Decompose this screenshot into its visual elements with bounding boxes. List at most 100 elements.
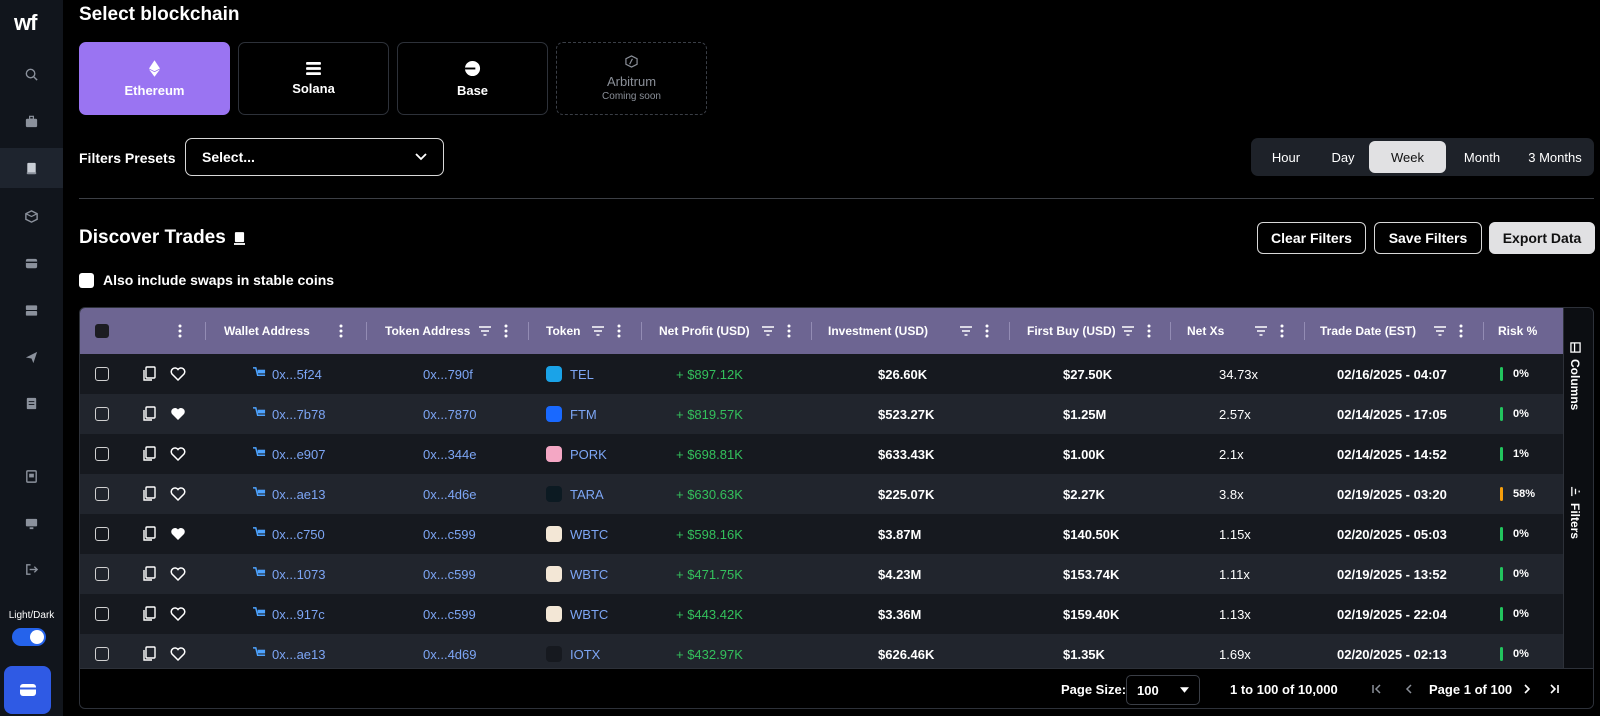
table-row[interactable]: 0x...ae13 0x...4d69 IOTX + $432.97K $626.46K… <box>80 634 1565 674</box>
token-address-link[interactable]: 0x...790f <box>423 366 473 382</box>
copy-icon[interactable] <box>142 354 156 394</box>
columns-tab[interactable]: Columns <box>1568 342 1582 410</box>
wallet-address-menu[interactable] <box>339 308 343 354</box>
wallet-address-link[interactable]: 0x...e907 <box>252 434 326 474</box>
database-icon[interactable] <box>0 290 63 330</box>
card-icon[interactable] <box>0 243 63 283</box>
kebab-menu-icon[interactable] <box>1459 324 1463 338</box>
filter-icon[interactable] <box>591 325 605 337</box>
chain-ethereum[interactable]: Ethereum <box>79 42 230 115</box>
page-size-select[interactable]: 100 <box>1126 675 1200 705</box>
filter-icon[interactable] <box>1121 325 1135 337</box>
heart-icon[interactable] <box>170 434 186 474</box>
filters-tab[interactable]: Filters <box>1568 486 1582 539</box>
chain-base[interactable]: Base <box>397 42 548 115</box>
header-wallet-address[interactable]: Wallet Address <box>224 324 310 338</box>
table-row[interactable]: 0x...ae13 0x...4d6e TARA + $630.63K $225.07K… <box>80 474 1565 514</box>
token-link[interactable]: WBTC <box>546 594 608 634</box>
heart-icon[interactable] <box>170 554 186 594</box>
filters-presets-select[interactable]: Select... <box>185 138 444 176</box>
app-logo[interactable]: wf <box>14 10 37 35</box>
copy-icon[interactable] <box>142 394 156 434</box>
timeframe-3-months[interactable]: 3 Months <box>1528 149 1582 165</box>
timeframe-hour[interactable]: Hour <box>1271 149 1301 165</box>
heart-icon[interactable] <box>170 634 186 674</box>
table-row[interactable]: 0x...1073 0x...c599 WBTC + $471.75K $4.23M $1… <box>80 554 1565 594</box>
row-checkbox[interactable] <box>95 647 109 661</box>
kebab-menu-icon[interactable] <box>1147 324 1151 338</box>
kebab-menu-icon[interactable] <box>985 324 989 338</box>
timeframe-week[interactable]: Week <box>1369 141 1446 173</box>
header-token[interactable]: Token <box>546 324 581 338</box>
filter-icon[interactable] <box>1254 325 1268 337</box>
token-link[interactable]: TARA <box>546 474 604 514</box>
row-checkbox[interactable] <box>95 407 109 421</box>
first-page-icon[interactable] <box>1372 684 1382 694</box>
heart-icon[interactable] <box>170 474 186 514</box>
filter-icon[interactable] <box>478 325 492 337</box>
row-checkbox[interactable] <box>95 527 109 541</box>
briefcase-icon[interactable] <box>0 101 63 141</box>
previous-page-icon[interactable] <box>1404 684 1414 694</box>
token-address-link[interactable]: 0x...c599 <box>423 566 476 582</box>
header-net-profit[interactable]: Net Profit (USD) <box>659 324 750 338</box>
cube-icon[interactable] <box>0 196 63 236</box>
header-trade-date[interactable]: Trade Date (EST) <box>1320 324 1417 338</box>
filter-icon[interactable] <box>1433 325 1447 337</box>
timeframe-day[interactable]: Day <box>1331 149 1355 165</box>
actions-column-menu[interactable] <box>178 308 190 354</box>
kebab-menu-icon[interactable] <box>617 324 621 338</box>
table-row[interactable]: 0x...7b78 0x...7870 FTM + $819.57K $523.27K $… <box>80 394 1565 434</box>
token-link[interactable]: WBTC <box>546 554 608 594</box>
next-page-icon[interactable] <box>1522 684 1532 694</box>
table-row[interactable]: 0x...c750 0x...c599 WBTC + $598.16K $3.87M $1… <box>80 514 1565 554</box>
document-icon[interactable] <box>0 383 63 423</box>
save-filters-button[interactable]: Save Filters <box>1374 222 1482 254</box>
token-link[interactable]: FTM <box>546 394 597 434</box>
table-row[interactable]: 0x...e907 0x...344e PORK + $698.81K $633.43K… <box>80 434 1565 474</box>
header-net-xs[interactable]: Net Xs <box>1187 324 1225 338</box>
row-checkbox[interactable] <box>95 367 109 381</box>
wallet-address-link[interactable]: 0x...1073 <box>252 554 326 594</box>
send-icon[interactable] <box>0 337 63 377</box>
header-risk[interactable]: Risk % <box>1498 324 1538 338</box>
token-link[interactable]: TEL <box>546 354 594 394</box>
select-all-checkbox[interactable] <box>95 324 109 338</box>
wallet-address-link[interactable]: 0x...ae13 <box>252 474 326 514</box>
copy-icon[interactable] <box>142 474 156 514</box>
stable-coins-option[interactable]: Also include swaps in stable coins <box>79 272 334 288</box>
heart-filled-icon[interactable] <box>170 514 186 554</box>
token-link[interactable]: IOTX <box>546 634 600 674</box>
row-checkbox[interactable] <box>95 447 109 461</box>
timeframe-month[interactable]: Month <box>1463 149 1501 165</box>
filter-icon[interactable] <box>761 325 775 337</box>
wallet-address-link[interactable]: 0x...c750 <box>252 514 325 554</box>
kebab-menu-icon[interactable] <box>1280 324 1284 338</box>
token-address-link[interactable]: 0x...c599 <box>423 526 476 542</box>
row-checkbox[interactable] <box>95 607 109 621</box>
copy-icon[interactable] <box>142 434 156 474</box>
token-address-link[interactable]: 0x...c599 <box>423 606 476 622</box>
export-data-button[interactable]: Export Data <box>1489 222 1595 254</box>
header-investment[interactable]: Investment (USD) <box>828 324 929 338</box>
clear-filters-button[interactable]: Clear Filters <box>1257 222 1366 254</box>
table-row[interactable]: 0x...5f24 0x...790f TEL + $897.12K $26.60K $2… <box>80 354 1565 394</box>
token-link[interactable]: WBTC <box>546 514 608 554</box>
heart-icon[interactable] <box>170 354 186 394</box>
stable-coins-checkbox[interactable] <box>79 272 94 288</box>
header-first-buy[interactable]: First Buy (USD) <box>1027 324 1116 338</box>
token-address-link[interactable]: 0x...4d69 <box>423 646 477 662</box>
row-checkbox[interactable] <box>95 487 109 501</box>
ledger-icon[interactable] <box>0 456 63 496</box>
wallet-address-link[interactable]: 0x...5f24 <box>252 354 322 394</box>
wallet-address-link[interactable]: 0x...7b78 <box>252 394 326 434</box>
chain-solana[interactable]: Solana <box>238 42 389 115</box>
copy-icon[interactable] <box>142 514 156 554</box>
row-checkbox[interactable] <box>95 567 109 581</box>
wallet-address-link[interactable]: 0x...917c <box>252 594 325 634</box>
token-address-link[interactable]: 0x...344e <box>423 446 477 462</box>
table-row[interactable]: 0x...917c 0x...c599 WBTC + $443.42K $3.36M $1… <box>80 594 1565 634</box>
copy-icon[interactable] <box>142 634 156 674</box>
kebab-menu-icon[interactable] <box>504 324 508 338</box>
token-link[interactable]: PORK <box>546 434 607 474</box>
